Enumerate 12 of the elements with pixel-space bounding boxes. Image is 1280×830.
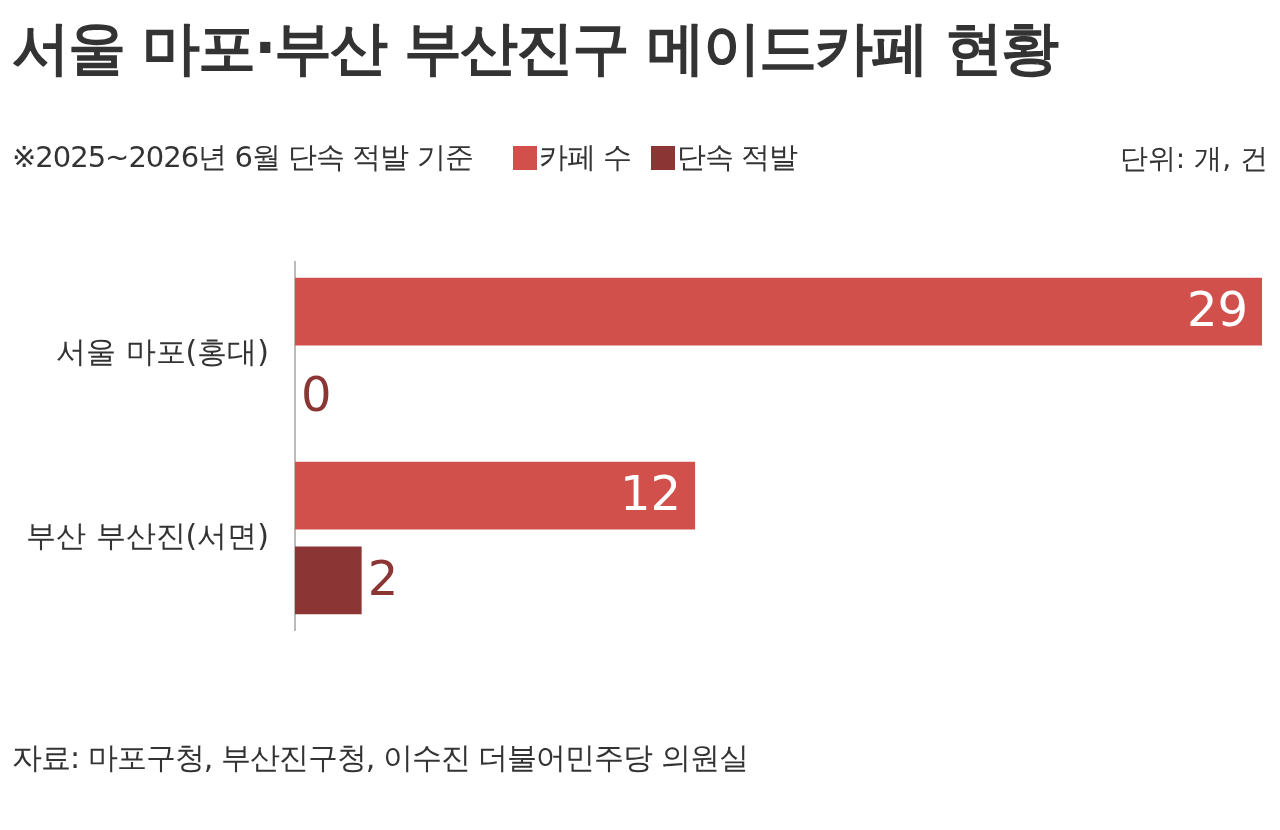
text: 자료: 마포구청, 부산진구청, 이수진 더불어민주당 의원실 xyxy=(12,739,748,777)
legend-label: 단속 적발 xyxy=(676,139,797,176)
data-label: 29 xyxy=(1186,281,1248,338)
data-label: 2 xyxy=(367,549,399,606)
y-tick-label: 부산 부산진(서면) xyxy=(25,517,269,553)
chart-subtitle: ※2025~2026년 6월 단속 적발 기준 xyxy=(12,139,473,176)
y-tick-label: 서울 마포(홍대) xyxy=(55,333,269,369)
chart-title: 서울 마포·부산 부산진구 메이드카페 현황 xyxy=(12,13,1057,84)
text: 단위: 개, 건 xyxy=(1119,141,1268,177)
data-label: 0 xyxy=(300,365,332,422)
legend-label: 카페 수 xyxy=(538,139,631,176)
data-label: 12 xyxy=(620,465,682,522)
